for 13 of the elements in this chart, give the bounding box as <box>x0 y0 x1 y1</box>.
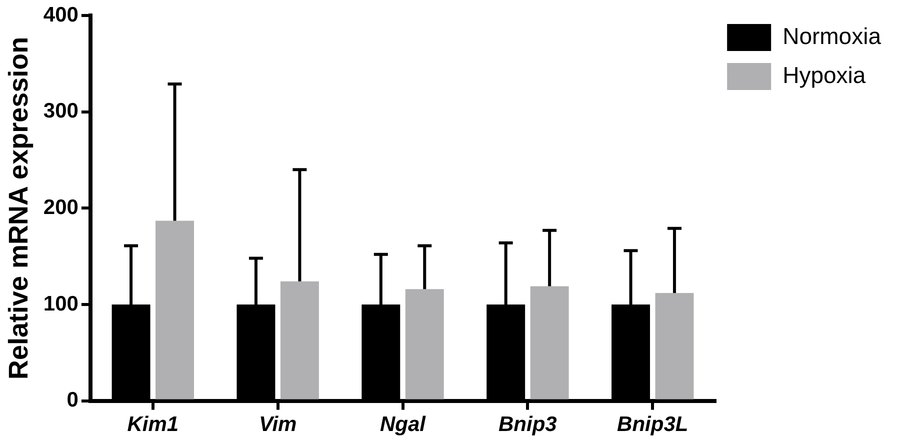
legend-label: Normoxia <box>782 22 882 49</box>
y-tick-label: 100 <box>43 292 78 316</box>
x-tick-label: Bnip3L <box>617 413 688 436</box>
y-tick-label: 200 <box>43 196 78 219</box>
y-tick-label: 300 <box>43 100 78 123</box>
y-tick-label: 0 <box>66 388 78 412</box>
x-tick-label: Kim1 <box>127 413 179 436</box>
x-tick-label: Ngal <box>380 413 427 436</box>
legend-label: Hypoxia <box>782 62 866 88</box>
x-tick-label: Vim <box>258 413 297 436</box>
y-tick-label: 400 <box>43 3 78 26</box>
x-tick-label: Bnip3 <box>498 413 558 436</box>
y-axis-title: Relative mRNA expression <box>4 36 34 380</box>
